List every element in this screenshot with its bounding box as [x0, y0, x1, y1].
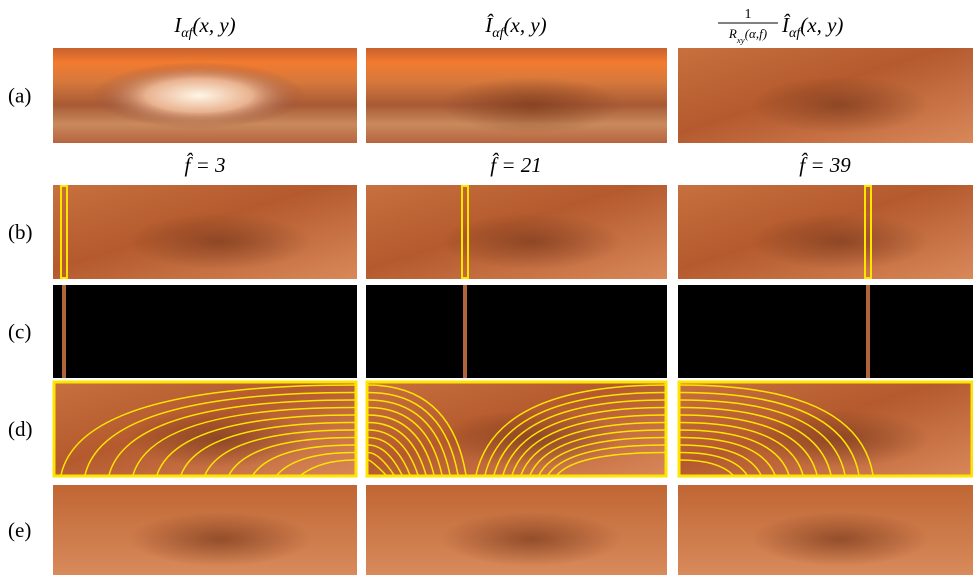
- math-expression: Rxy(α,f): [728, 26, 767, 45]
- image-shade: [366, 48, 667, 143]
- math-expression: Îαf(x, y): [484, 13, 546, 41]
- image-shade: [678, 48, 973, 143]
- image-shade: [53, 485, 357, 575]
- fraction-numerator: 1: [745, 7, 752, 22]
- math-base: R: [728, 26, 737, 41]
- math-subscript: xy: [736, 35, 745, 45]
- mask-panel: [366, 285, 667, 378]
- math-args: (x, y): [193, 13, 236, 37]
- math-args: (α,f): [745, 26, 767, 41]
- math-expression: Iαf(x, y): [173, 13, 235, 41]
- image-shade: [366, 185, 667, 279]
- math-expression: Îαf(x, y): [781, 13, 843, 41]
- frequency-label: f̂ = 21: [490, 153, 542, 177]
- math-args: (x, y): [504, 13, 547, 37]
- image-shade: [678, 185, 973, 279]
- image-shade: [678, 485, 973, 575]
- row-label: (b): [8, 220, 33, 244]
- row-label: (c): [8, 320, 31, 344]
- figure: (a)(b)(c)(d)(e)Iαf(x, y)Îαf(x, y)1Rxy(α,…: [0, 0, 973, 575]
- row-label: (d): [8, 417, 33, 441]
- mask-stripe: [866, 285, 870, 378]
- row-label: (a): [8, 84, 31, 108]
- image-shade: [678, 381, 973, 477]
- row-label: (e): [8, 518, 31, 542]
- mask-stripe: [463, 285, 467, 378]
- math-args: (x, y): [800, 13, 843, 37]
- image-shade: [366, 485, 667, 575]
- frequency-label: f̂ = 3: [184, 153, 225, 177]
- frequency-label: f̂ = 39: [799, 153, 851, 177]
- image-shade: [366, 381, 667, 477]
- mask-stripe: [62, 285, 66, 378]
- image-shade: [53, 381, 357, 477]
- image-highlight: [53, 48, 357, 143]
- image-shade: [53, 185, 357, 279]
- mask-panel: [53, 285, 357, 378]
- mask-panel: [678, 285, 973, 378]
